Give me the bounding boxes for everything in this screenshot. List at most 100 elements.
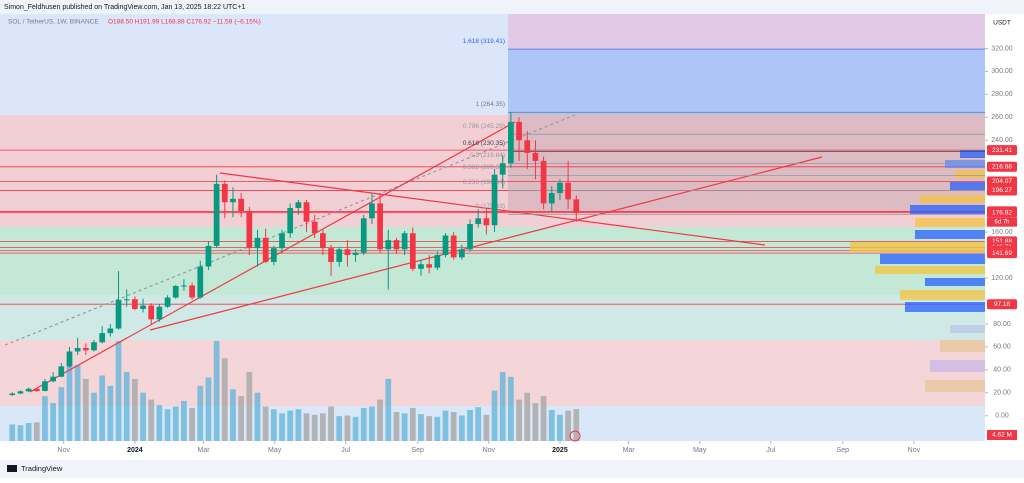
y-tick-label: 240.00 [991, 137, 1013, 144]
volume-bar [132, 378, 138, 441]
volume [9, 341, 580, 441]
volume-bar [548, 409, 555, 441]
candle-body [181, 285, 187, 287]
volume-bar [336, 416, 343, 441]
x-tick-label: Nov [908, 447, 921, 454]
y-tick-label: 40.00 [993, 367, 1011, 374]
x-tick-label: Nov [58, 447, 71, 454]
candle-body [401, 233, 408, 250]
y-tick-label: 120.00 [991, 275, 1013, 282]
volume-bar [246, 372, 253, 441]
volume-bar [434, 416, 441, 441]
candle-body [123, 299, 130, 301]
volume-bar [540, 396, 547, 441]
candle-body [426, 264, 433, 268]
x-tick-label: May [693, 447, 707, 454]
symbol: SOL / TetherUS, 1W, BINANCE [8, 19, 99, 26]
volume-bar [401, 413, 408, 441]
candle-body [115, 299, 122, 329]
profile-bar [940, 340, 985, 352]
volume-bar [82, 378, 89, 441]
volume-bar [213, 341, 220, 441]
candle-body [311, 221, 318, 234]
candle-body [508, 121, 514, 164]
candle-body [434, 255, 441, 268]
ohlc: O188.50 H191.99 L168.88 C176.92 −11.59 (… [108, 19, 261, 26]
event-icon[interactable] [569, 430, 581, 442]
profile-bar [880, 254, 985, 264]
x-tick-label: Jul [341, 447, 350, 454]
profile-bar [900, 290, 985, 300]
volume-bar [418, 414, 424, 441]
volume-bar [270, 409, 277, 441]
price-badge-label: 151.88 [992, 238, 1012, 245]
candle-body [246, 211, 253, 249]
volume-bar [74, 365, 81, 441]
volume-bar [205, 377, 212, 441]
volume-bar [557, 414, 563, 441]
candle-body [475, 218, 482, 225]
candle-body [352, 252, 359, 256]
profile-bar [925, 380, 985, 392]
volume-bar [9, 424, 16, 441]
candle-body [238, 198, 245, 212]
volume-bar [287, 410, 294, 441]
volume-bar [140, 392, 146, 441]
zone [508, 50, 985, 115]
y-tick-label: 280.00 [991, 91, 1013, 98]
candle-body [213, 183, 220, 246]
candle-body [336, 249, 343, 262]
volume-bar [508, 376, 514, 441]
x-tick-label: 2024 [127, 447, 143, 454]
x-tick-label: Nov [483, 447, 496, 454]
volume-bar [303, 413, 310, 441]
candle-body [524, 140, 531, 153]
y-tick-label: 20.00 [993, 390, 1011, 397]
y-tick-label: 60.00 [993, 344, 1011, 351]
fib-label: 0.382 (209.33) [463, 164, 505, 171]
volume-bar [311, 414, 318, 441]
y-tick-label: 80.00 [993, 321, 1011, 328]
candle-body [320, 233, 326, 249]
volume-bar [230, 389, 236, 441]
zones [0, 14, 985, 441]
x-tick-label: 2025 [552, 447, 568, 454]
fib-label: 0 (175.33) [475, 203, 505, 210]
candle-body [205, 245, 212, 267]
candle-body [230, 198, 236, 203]
candle-body [303, 202, 310, 222]
currency: USDT [993, 20, 1011, 27]
profile-bar [960, 150, 985, 158]
candle-body [491, 174, 498, 226]
candle-body [279, 233, 285, 249]
trendline [149, 156, 823, 331]
candle-body [82, 348, 89, 351]
profile-bar [955, 170, 985, 178]
candle-body [385, 240, 392, 250]
x-tick-label: Sep [411, 447, 424, 454]
volume-bar [458, 415, 465, 441]
candle-body [467, 224, 473, 250]
candle-body [295, 202, 302, 208]
y-tick-label: 300.00 [991, 68, 1013, 75]
candle-body [172, 286, 179, 298]
candle-body [369, 203, 375, 219]
volume-bar [25, 423, 32, 441]
profile-bar [915, 218, 985, 227]
profile-bar [950, 182, 985, 190]
volume-bar [189, 407, 195, 441]
x-tick-label: May [268, 447, 282, 454]
price-badge [987, 176, 1017, 187]
volume-bar [181, 401, 187, 441]
volume-bar [532, 403, 539, 441]
candle-body [442, 235, 449, 256]
volume-bar [377, 399, 383, 441]
candle-body [140, 305, 146, 309]
candle-body [91, 342, 97, 351]
volume-bar [483, 414, 490, 441]
fib-label: 1.618 (319.41) [463, 38, 505, 45]
price-badge [987, 207, 1017, 218]
fib-label: 0.618 (230.35) [463, 140, 505, 147]
volume-bar [467, 409, 473, 441]
fib-label: 0.786 (245.29) [463, 123, 505, 130]
